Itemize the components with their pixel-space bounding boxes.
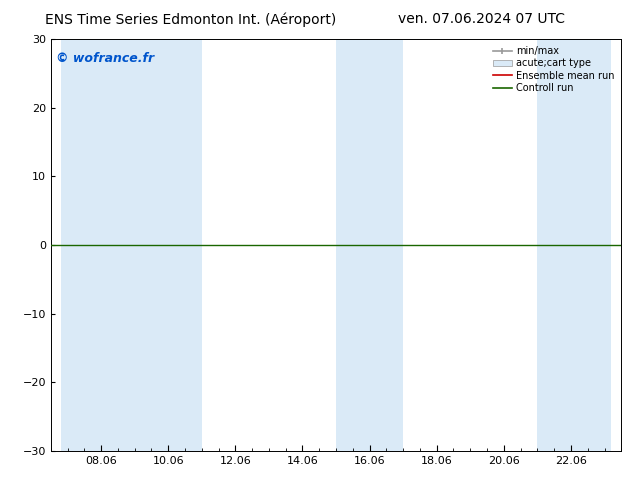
Text: © wofrance.fr: © wofrance.fr [56, 51, 155, 65]
Bar [61, 39, 134, 451]
Bar [538, 39, 611, 451]
Bar [336, 39, 403, 451]
Bar [134, 39, 202, 451]
Text: ven. 07.06.2024 07 UTC: ven. 07.06.2024 07 UTC [398, 12, 566, 26]
Legend: min/max, acute;cart type, Ensemble mean run, Controll run: min/max, acute;cart type, Ensemble mean … [491, 44, 616, 95]
Text: ENS Time Series Edmonton Int. (Aéroport): ENS Time Series Edmonton Int. (Aéroport) [44, 12, 336, 27]
